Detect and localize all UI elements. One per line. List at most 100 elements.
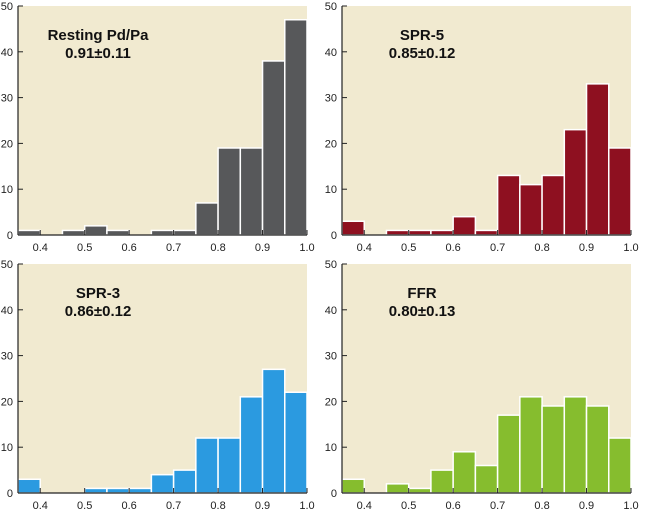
y-tick-label: 50 <box>1 259 13 271</box>
x-tick-label: 0.5 <box>77 242 92 254</box>
y-tick-label: 20 <box>325 138 337 150</box>
panel-spr-3: 0 10 20 30 40 50 0.4 0.5 0.6 0.7 0.8 0.9 1.0 SPR-3 0.8… <box>0 258 324 516</box>
histogram-bar <box>172 469 197 494</box>
histogram-bar <box>474 464 499 494</box>
histogram-bar <box>385 483 410 494</box>
histogram-bar <box>128 487 153 494</box>
histogram-spr-5: 0 10 20 30 40 50 0.4 0.5 0.6 0.7 0.8 0.9 1.0 SPR-50.8… <box>325 1 639 254</box>
y-tick-label: 40 <box>1 47 13 59</box>
y-tick-label: 0 <box>7 230 13 242</box>
y-tick-label: 10 <box>1 184 13 196</box>
x-tick-label: 0.7 <box>166 500 181 512</box>
histogram-bar <box>172 229 197 236</box>
x-tick-label: 1.0 <box>299 500 314 512</box>
x-tick-label: 0.7 <box>490 500 505 512</box>
histogram-bar <box>17 229 41 236</box>
y-tick-label: 10 <box>1 442 13 454</box>
histogram-bar <box>541 405 566 494</box>
x-tick-label: 1.0 <box>623 500 638 512</box>
histogram-bar <box>106 229 130 236</box>
histogram-bar <box>17 478 41 494</box>
x-tick-label: 0.4 <box>357 500 372 512</box>
histogram-bar <box>261 60 286 236</box>
histogram-bar <box>585 83 610 236</box>
histogram-bar <box>150 473 175 494</box>
histogram-bar <box>430 229 454 236</box>
y-tick-label: 50 <box>325 259 337 271</box>
x-tick-label: 0.6 <box>446 242 461 254</box>
histogram-bar <box>407 487 432 494</box>
histogram-bar <box>150 229 175 236</box>
x-tick-label: 0.5 <box>401 500 416 512</box>
histogram-bar <box>385 229 410 236</box>
x-tick-label: 0.5 <box>401 242 416 254</box>
y-tick-label: 20 <box>1 138 13 150</box>
histogram-bar <box>474 229 499 236</box>
histogram-bar <box>195 202 219 236</box>
histogram-bar <box>83 487 108 494</box>
y-tick-label: 40 <box>325 47 337 59</box>
chart-title: SPR-3 <box>76 285 120 302</box>
histogram-bar <box>430 469 454 494</box>
histogram-bar <box>106 487 130 494</box>
x-tick-label: 0.4 <box>357 242 372 254</box>
histogram-bar <box>563 128 588 236</box>
histogram-bar <box>239 396 264 494</box>
histogram-bar <box>452 451 477 494</box>
y-tick-label: 20 <box>1 396 13 408</box>
histogram-bar <box>341 220 365 236</box>
panel-resting-pd-pa: 0 10 20 30 40 50 0.4 0.5 0.6 0.7 0.8 0.9 1.0 Resting … <box>0 0 324 258</box>
y-tick-label: 0 <box>7 488 13 500</box>
histogram-bar <box>407 229 432 236</box>
x-tick-label: 0.4 <box>33 242 48 254</box>
histogram-bar <box>585 405 610 494</box>
y-tick-label: 30 <box>325 351 337 363</box>
y-tick-label: 40 <box>325 305 337 317</box>
chart-subtitle: 0.85±0.12 <box>389 45 456 62</box>
histogram-bar <box>496 414 521 494</box>
x-tick-label: 0.9 <box>579 242 594 254</box>
x-tick-label: 0.8 <box>210 500 225 512</box>
histogram-ffr: 0 10 20 30 40 50 0.4 0.5 0.6 0.7 0.8 0.9 1.0 FFR0.80±… <box>325 259 639 512</box>
y-tick-label: 0 <box>331 230 337 242</box>
y-tick-label: 50 <box>1 1 13 13</box>
panel-ffr: 0 10 20 30 40 50 0.4 0.5 0.6 0.7 0.8 0.9 1.0 FFR 0.80±… <box>324 258 648 516</box>
histogram-bar <box>284 391 308 494</box>
chart-subtitle: 0.86±0.12 <box>65 303 132 320</box>
histogram-bar <box>496 174 521 236</box>
histogram-bar <box>519 396 543 494</box>
x-tick-label: 0.8 <box>534 242 549 254</box>
y-tick-label: 0 <box>331 488 337 500</box>
y-tick-label: 10 <box>325 442 337 454</box>
chart-subtitle: 0.80±0.13 <box>389 303 456 320</box>
histogram-bar <box>195 437 219 494</box>
x-tick-label: 0.6 <box>122 500 137 512</box>
histogram-bar <box>217 437 242 494</box>
x-tick-label: 0.8 <box>534 500 549 512</box>
histogram-resting-pd-pa: 0 10 20 30 40 50 0.4 0.5 0.6 0.7 0.8 0.9 1.0 Resting … <box>1 1 315 254</box>
histogram-spr-3: 0 10 20 30 40 50 0.4 0.5 0.6 0.7 0.8 0.9 1.0 SPR-30.8… <box>1 259 315 512</box>
chart-subtitle: 0.91±0.11 <box>65 45 131 62</box>
chart-title: SPR-5 <box>400 27 444 44</box>
y-tick-label: 50 <box>325 1 337 13</box>
chart-title: Resting Pd/Pa <box>48 27 150 44</box>
y-tick-label: 30 <box>1 93 13 105</box>
histogram-bar <box>217 147 242 236</box>
x-tick-label: 0.9 <box>255 242 270 254</box>
x-tick-label: 0.7 <box>166 242 181 254</box>
histogram-bar <box>239 147 264 236</box>
y-tick-label: 40 <box>1 305 13 317</box>
histogram-bar <box>541 174 566 236</box>
chart-title: FFR <box>407 285 436 302</box>
histogram-bar <box>608 437 632 494</box>
histogram-bar <box>452 215 477 236</box>
y-tick-label: 30 <box>325 93 337 105</box>
x-tick-label: 0.8 <box>210 242 225 254</box>
histogram-bar <box>341 478 365 494</box>
y-tick-label: 20 <box>325 396 337 408</box>
x-tick-label: 1.0 <box>299 242 314 254</box>
x-tick-label: 0.9 <box>255 500 270 512</box>
x-tick-label: 0.6 <box>122 242 137 254</box>
histogram-bar <box>83 225 108 236</box>
panel-spr-5: 0 10 20 30 40 50 0.4 0.5 0.6 0.7 0.8 0.9 1.0 SPR-5 0.8… <box>324 0 648 258</box>
